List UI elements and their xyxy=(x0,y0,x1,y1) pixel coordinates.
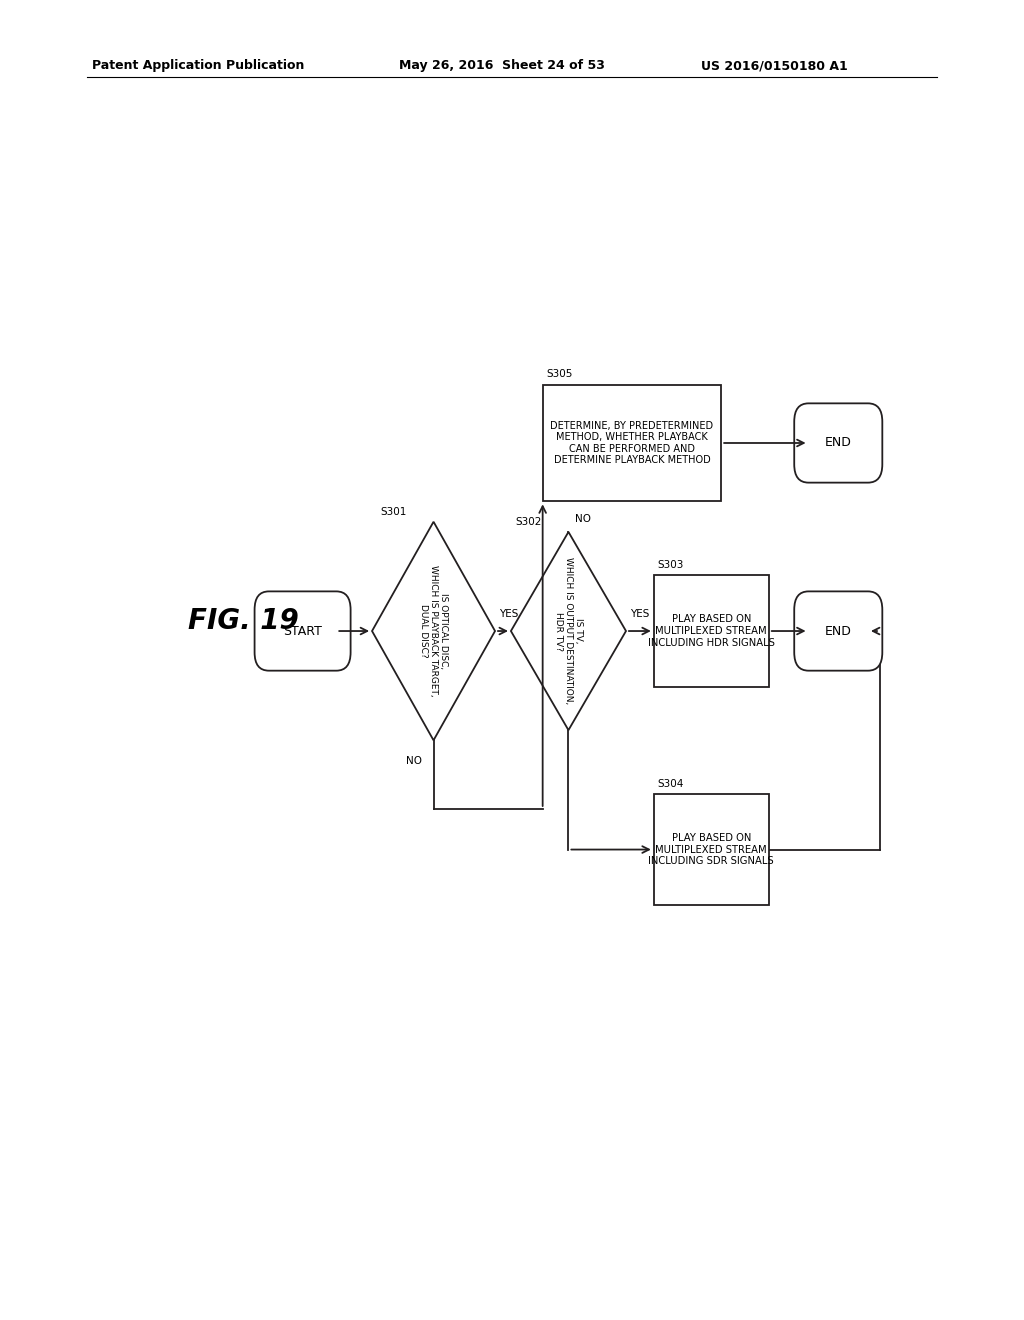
FancyBboxPatch shape xyxy=(255,591,350,671)
Text: May 26, 2016  Sheet 24 of 53: May 26, 2016 Sheet 24 of 53 xyxy=(399,59,605,73)
Bar xyxy=(543,384,721,502)
Text: START: START xyxy=(284,624,322,638)
Text: END: END xyxy=(825,624,852,638)
Text: Patent Application Publication: Patent Application Publication xyxy=(92,59,304,73)
Text: END: END xyxy=(825,437,852,450)
Text: NO: NO xyxy=(406,755,422,766)
Polygon shape xyxy=(511,532,626,730)
Text: YES: YES xyxy=(630,609,649,619)
Text: S304: S304 xyxy=(657,779,684,788)
Text: S301: S301 xyxy=(380,507,407,516)
Text: IS OPTICAL DISC,
WHICH IS PLAYBACK TARGET,
DUAL DISC?: IS OPTICAL DISC, WHICH IS PLAYBACK TARGE… xyxy=(419,565,449,697)
Text: S303: S303 xyxy=(657,560,684,570)
Bar xyxy=(653,793,769,906)
Text: S305: S305 xyxy=(547,370,573,379)
Text: PLAY BASED ON
MULTIPLEXED STREAM
INCLUDING SDR SIGNALS: PLAY BASED ON MULTIPLEXED STREAM INCLUDI… xyxy=(648,833,774,866)
Text: NO: NO xyxy=(574,513,591,524)
Text: S302: S302 xyxy=(515,517,542,527)
Bar xyxy=(653,576,769,686)
FancyBboxPatch shape xyxy=(795,404,883,483)
Text: PLAY BASED ON
MULTIPLEXED STREAM
INCLUDING HDR SIGNALS: PLAY BASED ON MULTIPLEXED STREAM INCLUDI… xyxy=(648,614,775,648)
Text: YES: YES xyxy=(499,609,518,619)
Text: FIG. 19: FIG. 19 xyxy=(187,607,298,635)
Polygon shape xyxy=(372,521,495,741)
FancyBboxPatch shape xyxy=(795,591,883,671)
Text: DETERMINE, BY PREDETERMINED
METHOD, WHETHER PLAYBACK
CAN BE PERFORMED AND
DETERM: DETERMINE, BY PREDETERMINED METHOD, WHET… xyxy=(550,421,714,466)
Text: US 2016/0150180 A1: US 2016/0150180 A1 xyxy=(701,59,848,73)
Text: IS TV,
WHICH IS OUTPUT DESTINATION,
HDR TV?: IS TV, WHICH IS OUTPUT DESTINATION, HDR … xyxy=(554,557,584,705)
